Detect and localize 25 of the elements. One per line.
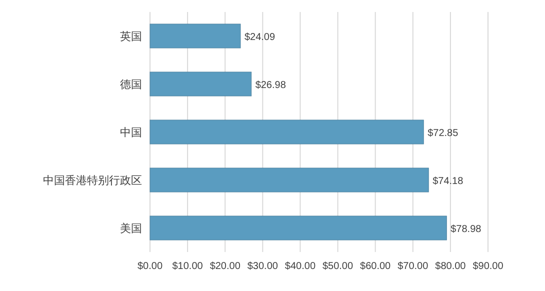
data-label: $78.98 [450,224,482,235]
x-tick-label: $70.00 [398,261,429,272]
x-tick-label: $90.00 [472,261,504,272]
bar [150,120,424,144]
y-tick-label: 中国 [120,126,142,139]
x-tick-label: $40.00 [284,261,316,272]
data-label: $74.18 [432,176,464,187]
bar [150,24,241,48]
x-tick-label: $20.00 [210,261,241,272]
y-tick-label: 英国 [120,30,142,43]
x-tick-label: $0.00 [137,261,163,272]
x-tick-label: $30.00 [247,261,278,272]
data-label: $72.85 [428,128,459,139]
y-tick-label: 中国香港特别行政区 [43,174,142,187]
x-tick-label: $10.00 [172,261,204,272]
data-label: $26.98 [255,80,286,91]
bar [150,168,429,192]
x-tick-label: $50.00 [322,261,354,272]
x-tick-label: $60.00 [360,261,392,272]
y-tick-label: 美国 [120,222,142,235]
data-label: $24.09 [244,32,276,43]
x-tick-label: $80.00 [435,261,466,272]
y-tick-label: 德国 [120,79,142,91]
bar [150,72,252,96]
bar [150,216,447,240]
